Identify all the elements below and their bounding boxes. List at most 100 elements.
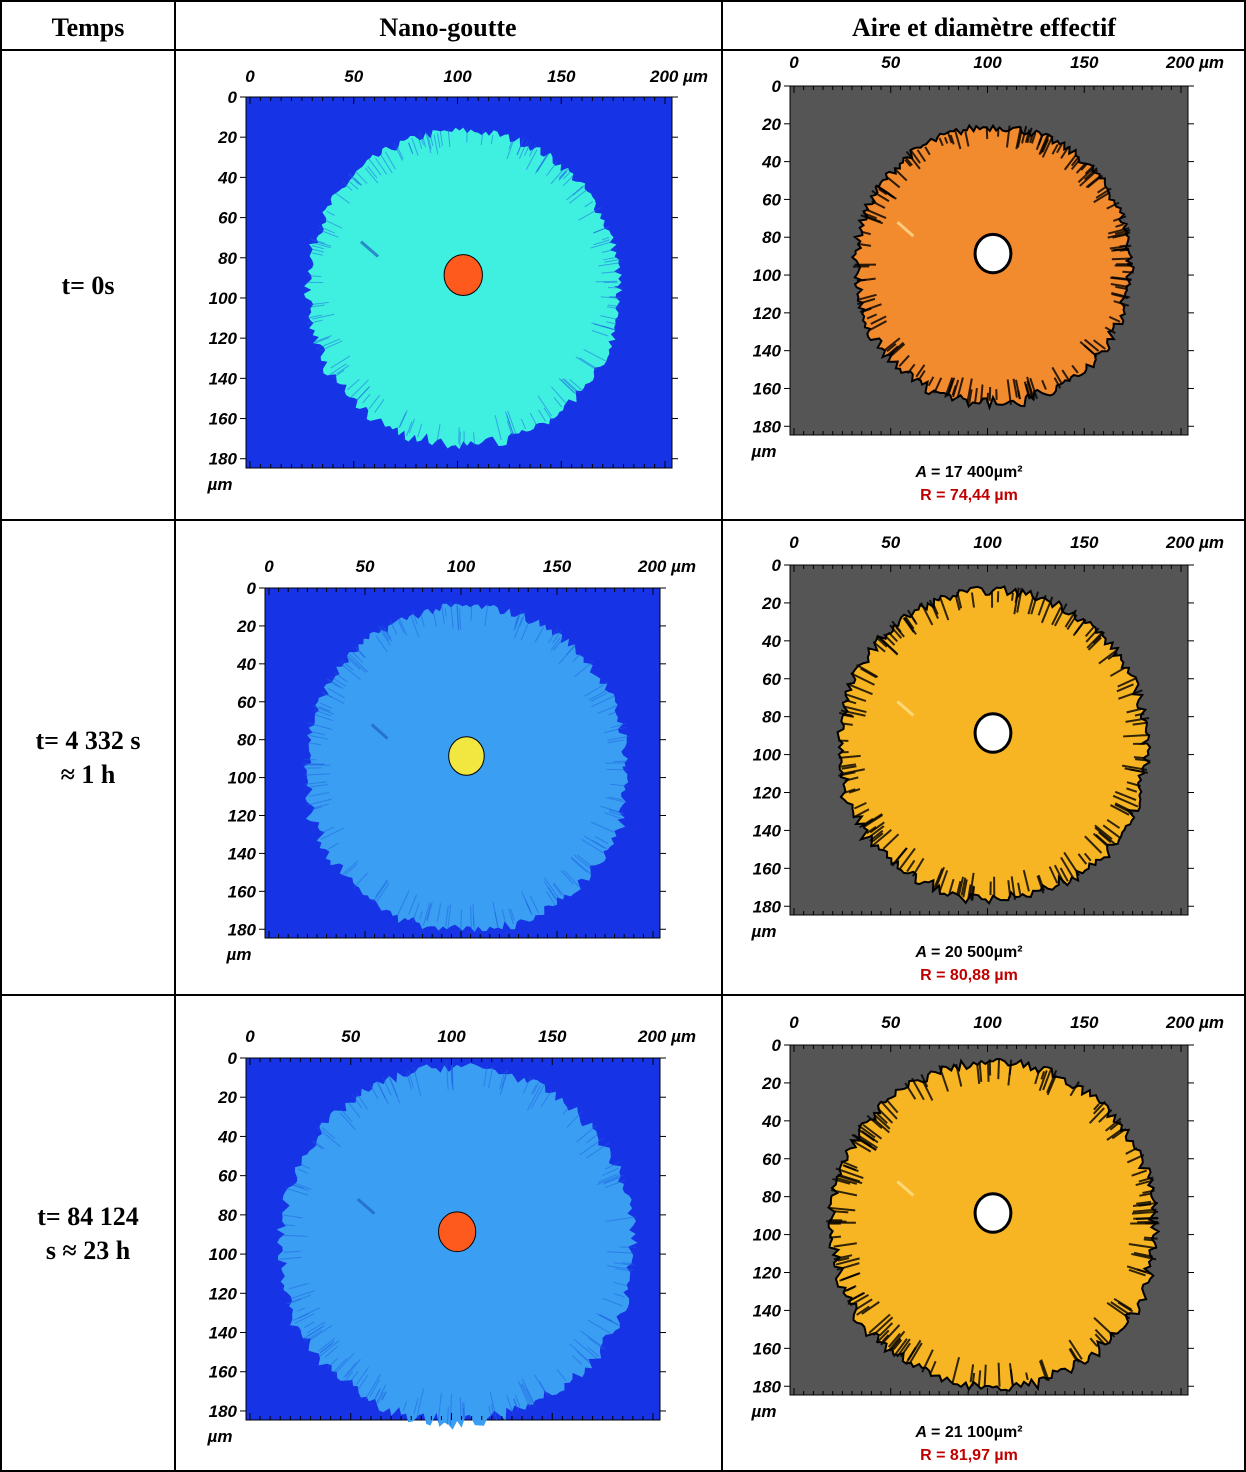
drop-fringe: [1021, 125, 1028, 144]
drop-fringe: [1106, 818, 1121, 829]
drop-fringe: [868, 1313, 891, 1334]
drop-fringe: [1093, 1103, 1100, 1111]
y-unit-label: µm: [751, 1402, 777, 1421]
drop-fringe: [309, 742, 322, 746]
drop-fringe: [520, 418, 527, 430]
drop-fringe: [1126, 781, 1142, 788]
drop-fringe: [513, 616, 520, 632]
drop-fringe: [891, 847, 908, 867]
drop-fringe: [292, 1184, 309, 1191]
y-tick-label: 160: [209, 1363, 238, 1382]
drop-fringe: [956, 377, 964, 397]
area-value: = 21 100µm²: [931, 1424, 1023, 1441]
drop-fringe: [432, 611, 438, 627]
drop-fringe: [833, 1254, 853, 1261]
drop-fringe: [842, 713, 854, 718]
drop-fringe: [879, 1100, 898, 1120]
drop-fringe: [348, 1102, 361, 1119]
drop-fringe: [1133, 756, 1146, 760]
drop-fringe: [408, 418, 415, 434]
drop-fringe: [1111, 276, 1132, 281]
drop-fringe: [885, 1099, 899, 1114]
y-tick-label: 100: [753, 266, 782, 285]
drop-fringe: [306, 1321, 326, 1334]
y-tick-label: 80: [762, 708, 781, 727]
drop-fringe: [887, 1332, 901, 1348]
drop-fringe: [1131, 1252, 1157, 1261]
drop-fringe: [1117, 677, 1136, 688]
drop-fringe: [488, 1405, 492, 1420]
drop-fringe: [1086, 631, 1104, 649]
drop-fringe: [1128, 1243, 1157, 1250]
drop-fringe: [1121, 764, 1148, 771]
drop-fringe: [896, 1338, 911, 1358]
drop-fringe: [326, 210, 335, 217]
drop-fringe: [380, 154, 393, 174]
drop-fringe: [1106, 1127, 1124, 1141]
drop-fringe: [499, 1071, 505, 1091]
y-tick-label: 180: [753, 1377, 782, 1396]
drop-fringe: [445, 1060, 449, 1090]
drop-fringe: [1010, 876, 1017, 901]
drop-fringe: [1040, 1359, 1050, 1382]
drop-fringe: [938, 137, 944, 147]
drop-fringe: [836, 1262, 860, 1271]
drop-fringe: [447, 128, 451, 148]
drop-fringe: [1024, 129, 1031, 143]
drop-fringe: [419, 911, 423, 920]
drop-fringe: [450, 601, 454, 629]
drop-fringe: [1118, 689, 1143, 700]
drop-fringe: [349, 181, 359, 190]
drop-fringe: [850, 672, 875, 686]
x-tick-label: 50: [356, 557, 375, 576]
drop-fringe: [876, 1113, 888, 1124]
drop-fringe: [433, 134, 439, 155]
drop-fringe: [962, 879, 968, 898]
y-unit-label: µm: [226, 945, 252, 964]
drop-fringe: [1112, 233, 1129, 239]
drop-fringe: [494, 912, 499, 927]
drop-fringe: [1066, 614, 1078, 630]
drop-fringe: [347, 655, 367, 673]
drop-fringe: [953, 129, 962, 150]
drop-fringe: [579, 1137, 605, 1156]
drop-fringe: [325, 678, 341, 688]
y-tick-label: 120: [209, 1284, 238, 1303]
drop-fringe: [298, 1313, 309, 1319]
drop-fringe: [563, 378, 581, 394]
drop-fringe: [978, 1061, 983, 1083]
drop-fringe: [1126, 1265, 1151, 1275]
drop-fringe: [339, 1112, 356, 1131]
drop-fringe: [882, 833, 900, 850]
drop-fringe: [512, 1398, 517, 1408]
drop-fringe: [449, 1393, 453, 1425]
drop-fringe: [514, 1394, 521, 1408]
drop-fringe: [1107, 651, 1118, 660]
drop-fringe: [1070, 156, 1080, 167]
drop-fringe: [583, 348, 606, 362]
drop-fringe: [553, 637, 564, 651]
drop-fringe: [594, 836, 609, 845]
drop-fringe: [598, 1173, 618, 1183]
drop-fringe: [1112, 794, 1139, 808]
drop-fringe: [837, 1173, 861, 1183]
drop-fringe: [375, 1388, 381, 1398]
drop-fringe: [835, 1257, 860, 1266]
y-tick-label: 180: [209, 1402, 238, 1421]
y-tick-label: 20: [236, 617, 256, 636]
drop-fringe: [602, 1167, 619, 1177]
drop-fringe: [967, 884, 972, 899]
drop-fringe: [525, 149, 538, 170]
drop-fringe: [844, 788, 856, 794]
drop-fringe: [501, 909, 506, 923]
drop-fringe: [889, 1337, 902, 1352]
y-unit-label: µm: [751, 442, 777, 461]
drop-fringe: [872, 641, 886, 653]
drop-fringe: [607, 735, 630, 741]
drop-fringe: [307, 314, 322, 319]
drop-fringe: [1131, 1210, 1159, 1215]
drop-fringe: [543, 407, 553, 421]
drop-fringe: [379, 626, 390, 642]
drop-fringe: [613, 1262, 636, 1267]
